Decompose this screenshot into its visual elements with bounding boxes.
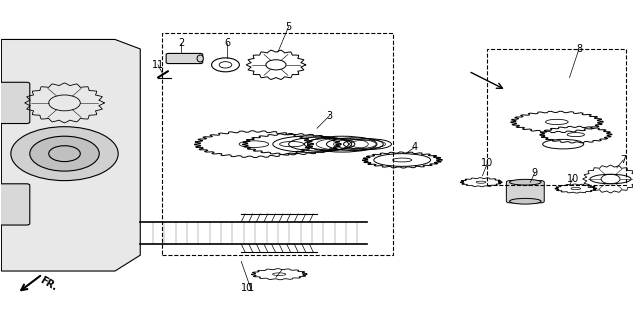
Text: 4: 4 — [411, 142, 418, 152]
Text: 3: 3 — [327, 111, 333, 121]
Text: 2: 2 — [178, 38, 184, 48]
Bar — [488, 49, 626, 185]
Text: 10: 10 — [481, 158, 493, 168]
Text: 6: 6 — [224, 38, 230, 48]
FancyBboxPatch shape — [507, 180, 544, 203]
Text: 10: 10 — [567, 174, 579, 184]
Ellipse shape — [510, 198, 541, 204]
Polygon shape — [1, 39, 140, 271]
Ellipse shape — [510, 179, 541, 185]
Text: 11: 11 — [152, 60, 164, 70]
Text: 10: 10 — [242, 284, 254, 293]
Text: 8: 8 — [576, 44, 582, 54]
Text: 5: 5 — [285, 22, 292, 32]
Text: 7: 7 — [620, 155, 626, 165]
Circle shape — [11, 127, 118, 180]
Text: 9: 9 — [532, 168, 538, 178]
Bar — [162, 33, 392, 255]
Text: 1: 1 — [248, 284, 254, 293]
FancyBboxPatch shape — [0, 82, 30, 124]
Text: FR.: FR. — [38, 275, 58, 292]
FancyBboxPatch shape — [166, 53, 203, 64]
FancyBboxPatch shape — [0, 184, 30, 225]
Ellipse shape — [197, 55, 204, 62]
Circle shape — [30, 136, 100, 171]
